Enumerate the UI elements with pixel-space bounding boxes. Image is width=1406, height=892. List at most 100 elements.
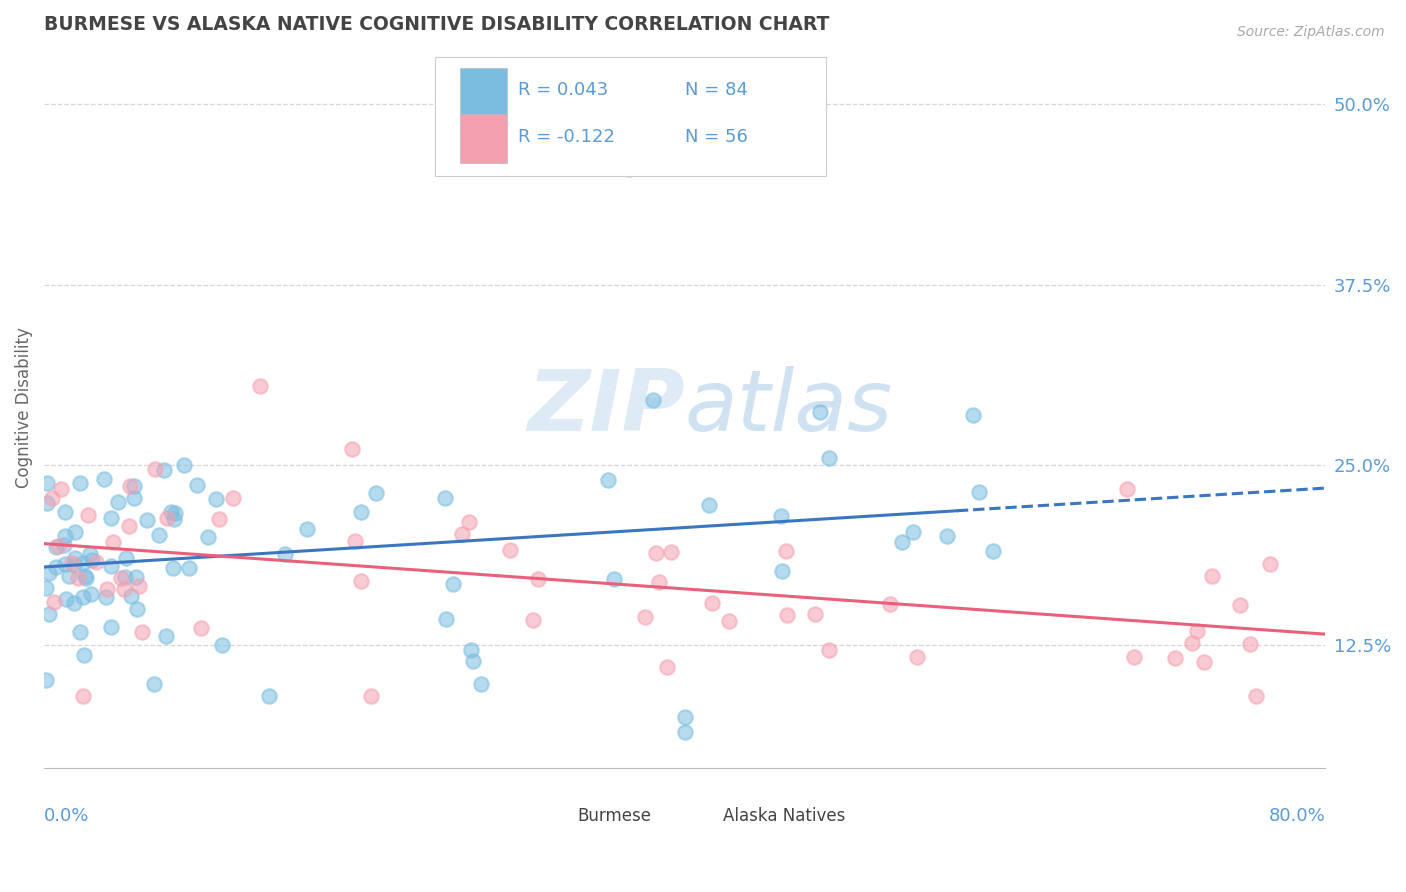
Point	[967, 484, 990, 499]
Point	[75, 569, 97, 583]
Point	[458, 516, 481, 530]
Text: 0.0%: 0.0%	[44, 807, 90, 825]
Point	[770, 508, 793, 523]
Point	[100, 620, 122, 634]
Point	[434, 612, 457, 626]
Point	[451, 527, 474, 541]
Point	[1122, 649, 1144, 664]
Point	[143, 462, 166, 476]
Point	[173, 458, 195, 472]
Point	[1201, 569, 1223, 583]
Point	[1260, 557, 1282, 571]
Point	[49, 482, 72, 496]
Point	[360, 689, 382, 703]
Text: BURMESE VS ALASKA NATIVE COGNITIVE DISABILITY CORRELATION CHART: BURMESE VS ALASKA NATIVE COGNITIVE DISAB…	[44, 15, 830, 34]
Point	[38, 607, 60, 621]
Point	[143, 677, 166, 691]
Point	[470, 677, 492, 691]
Point	[114, 551, 136, 566]
Point	[63, 551, 86, 566]
Point	[522, 613, 544, 627]
Point	[1239, 637, 1261, 651]
Point	[69, 624, 91, 639]
Point	[249, 378, 271, 392]
Point	[460, 642, 482, 657]
Point	[190, 621, 212, 635]
Point	[35, 495, 58, 509]
Point	[648, 574, 671, 589]
Point	[72, 590, 94, 604]
Point	[186, 477, 208, 491]
Point	[35, 475, 58, 490]
Point	[124, 479, 146, 493]
Point	[273, 548, 295, 562]
Point	[499, 543, 522, 558]
Point	[75, 571, 97, 585]
Y-axis label: Cognitive Disability: Cognitive Disability	[15, 326, 32, 488]
Point	[93, 473, 115, 487]
Point	[131, 625, 153, 640]
Point	[718, 614, 741, 628]
Point	[1185, 624, 1208, 638]
Point	[79, 547, 101, 561]
FancyBboxPatch shape	[461, 113, 506, 163]
Point	[673, 724, 696, 739]
Point	[340, 442, 363, 457]
Point	[107, 494, 129, 508]
FancyBboxPatch shape	[685, 804, 718, 832]
Point	[46, 539, 69, 553]
Point	[879, 597, 901, 611]
Point	[901, 525, 924, 540]
Point	[58, 568, 80, 582]
Point	[53, 505, 76, 519]
Point	[165, 506, 187, 520]
Text: 80.0%: 80.0%	[1268, 807, 1326, 825]
Point	[63, 558, 86, 573]
Point	[817, 643, 839, 657]
Point	[148, 528, 170, 542]
Point	[433, 491, 456, 506]
Point	[775, 544, 797, 558]
Point	[38, 566, 60, 580]
Point	[981, 543, 1004, 558]
Point	[79, 587, 101, 601]
Point	[891, 534, 914, 549]
Point	[94, 590, 117, 604]
Point	[122, 491, 145, 506]
Text: N = 84: N = 84	[685, 81, 748, 99]
Text: N = 56: N = 56	[685, 128, 748, 145]
Point	[776, 608, 799, 623]
Point	[257, 689, 280, 703]
Point	[45, 559, 67, 574]
Point	[770, 564, 793, 578]
Point	[80, 552, 103, 566]
FancyBboxPatch shape	[434, 57, 825, 177]
Point	[118, 479, 141, 493]
Point	[45, 540, 67, 554]
Point	[697, 498, 720, 512]
Point	[645, 546, 668, 560]
Point	[52, 538, 75, 552]
Point	[42, 595, 65, 609]
Point	[207, 512, 229, 526]
FancyBboxPatch shape	[461, 69, 506, 118]
Point	[84, 556, 107, 570]
Point	[63, 596, 86, 610]
Point	[197, 530, 219, 544]
Point	[222, 491, 245, 505]
Text: Source: ZipAtlas.com: Source: ZipAtlas.com	[1237, 25, 1385, 39]
Point	[101, 534, 124, 549]
Point	[121, 589, 143, 603]
Point	[155, 629, 177, 643]
Point	[112, 582, 135, 597]
Point	[463, 654, 485, 668]
Point	[153, 463, 176, 477]
Point	[136, 513, 159, 527]
Point	[366, 486, 388, 500]
Point	[41, 491, 63, 505]
Point	[441, 577, 464, 591]
Point	[808, 404, 831, 418]
Point	[526, 572, 548, 586]
Point	[817, 450, 839, 465]
Point	[1229, 598, 1251, 612]
